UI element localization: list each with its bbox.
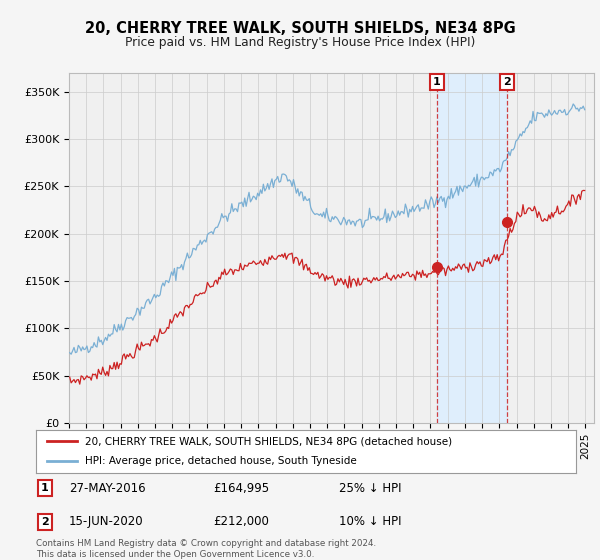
Text: Contains HM Land Registry data © Crown copyright and database right 2024.
This d: Contains HM Land Registry data © Crown c… xyxy=(36,539,376,559)
Text: 2: 2 xyxy=(503,77,511,87)
Text: Price paid vs. HM Land Registry's House Price Index (HPI): Price paid vs. HM Land Registry's House … xyxy=(125,36,475,49)
Bar xyxy=(437,73,507,423)
Text: 27-MAY-2016: 27-MAY-2016 xyxy=(69,482,146,495)
Text: 1: 1 xyxy=(41,483,49,493)
Text: 15-JUN-2020: 15-JUN-2020 xyxy=(69,515,143,529)
Text: £212,000: £212,000 xyxy=(213,515,269,529)
Text: 1: 1 xyxy=(433,77,441,87)
Text: 2: 2 xyxy=(41,517,49,527)
Text: £164,995: £164,995 xyxy=(213,482,269,495)
Text: 20, CHERRY TREE WALK, SOUTH SHIELDS, NE34 8PG: 20, CHERRY TREE WALK, SOUTH SHIELDS, NE3… xyxy=(85,21,515,36)
Text: 25% ↓ HPI: 25% ↓ HPI xyxy=(339,482,401,495)
Text: 10% ↓ HPI: 10% ↓ HPI xyxy=(339,515,401,529)
Text: 20, CHERRY TREE WALK, SOUTH SHIELDS, NE34 8PG (detached house): 20, CHERRY TREE WALK, SOUTH SHIELDS, NE3… xyxy=(85,436,452,446)
Text: HPI: Average price, detached house, South Tyneside: HPI: Average price, detached house, Sout… xyxy=(85,456,356,466)
